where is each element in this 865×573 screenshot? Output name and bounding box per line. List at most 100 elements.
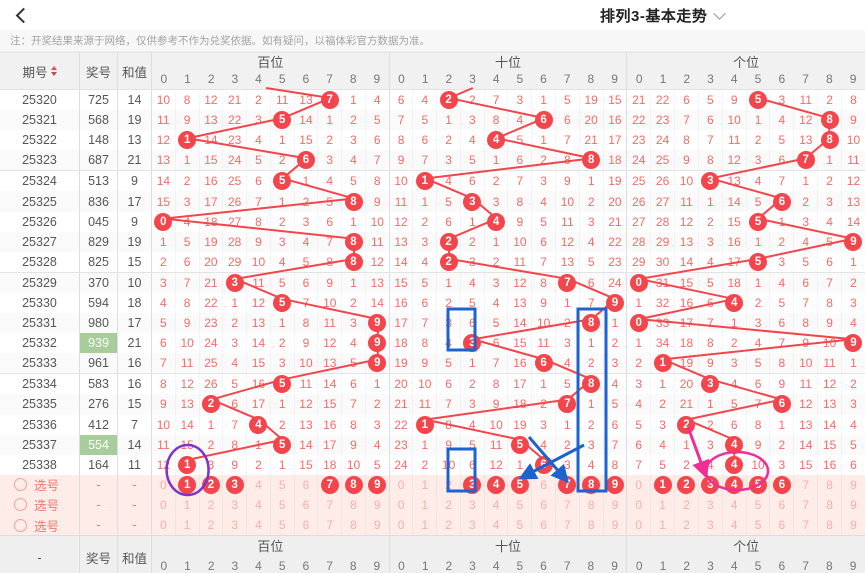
pick-digit[interactable]: 4 xyxy=(484,474,509,495)
pick-digit[interactable]: 1 xyxy=(651,514,676,536)
pick-digit[interactable]: 5 xyxy=(270,494,295,515)
pick-digit[interactable]: 8 xyxy=(342,494,366,515)
pick-digit[interactable]: 6 xyxy=(770,494,795,515)
pick-digit[interactable]: 7 xyxy=(794,514,819,536)
pick-digit[interactable]: 9 xyxy=(842,514,865,536)
selected-digit-circle[interactable]: 5 xyxy=(749,475,768,494)
pick-digit[interactable]: 2 xyxy=(675,514,699,536)
pick-digit[interactable]: 3 xyxy=(698,494,723,515)
pick-digit[interactable]: 7 xyxy=(318,514,343,536)
pick-digit[interactable]: 6 xyxy=(532,474,557,495)
pick-digit[interactable]: 7 xyxy=(794,474,819,495)
pick-digit[interactable]: 3 xyxy=(223,474,248,495)
pick-digit[interactable]: 3 xyxy=(698,474,723,495)
pick-digit[interactable]: 9 xyxy=(842,474,865,495)
issue-column-header[interactable]: 期号 xyxy=(0,53,80,89)
selected-digit-circle[interactable]: 5 xyxy=(510,475,529,494)
pick-digit[interactable]: 9 xyxy=(365,474,389,495)
pick-digit[interactable]: 8 xyxy=(342,474,366,495)
sort-icon[interactable] xyxy=(50,66,57,76)
pick-digit[interactable]: 2 xyxy=(437,514,461,536)
pick-digit[interactable]: 5 xyxy=(508,494,533,515)
pick-digit[interactable]: 3 xyxy=(223,494,248,515)
selected-digit-circle[interactable]: 8 xyxy=(344,475,363,494)
pick-digit[interactable]: 3 xyxy=(223,514,248,536)
pick-digit[interactable]: 1 xyxy=(175,474,200,495)
pick-digit[interactable]: 5 xyxy=(746,494,771,515)
pick-digit[interactable]: 6 xyxy=(294,474,319,495)
selected-digit-circle[interactable]: 9 xyxy=(368,475,387,494)
pick-row-label[interactable]: 选号 xyxy=(0,474,80,495)
radio-icon[interactable] xyxy=(14,478,27,492)
pick-digit[interactable]: 5 xyxy=(508,474,533,495)
pick-digit[interactable]: 7 xyxy=(318,494,343,515)
pick-digit[interactable]: 4 xyxy=(484,514,509,536)
pick-digit[interactable]: 7 xyxy=(794,494,819,515)
selected-digit-circle[interactable]: 7 xyxy=(558,475,577,494)
pick-digit[interactable]: 1 xyxy=(175,494,200,515)
pick-digit[interactable]: 6 xyxy=(294,514,319,536)
pick-digit[interactable]: 4 xyxy=(722,494,747,515)
pick-digit[interactable]: 0 xyxy=(627,494,652,515)
selected-digit-circle[interactable]: 8 xyxy=(582,475,601,494)
pick-digit[interactable]: 0 xyxy=(389,474,414,495)
pick-digit[interactable]: 1 xyxy=(413,514,438,536)
pick-digit[interactable]: 1 xyxy=(651,474,676,495)
pick-digit[interactable]: 5 xyxy=(508,514,533,536)
pick-digit[interactable]: 6 xyxy=(770,474,795,495)
pick-digit[interactable]: 9 xyxy=(365,514,389,536)
pick-digit[interactable]: 0 xyxy=(152,474,176,495)
pick-digit[interactable]: 9 xyxy=(603,514,627,536)
pick-digit[interactable]: 6 xyxy=(532,494,557,515)
pick-digit[interactable]: 9 xyxy=(603,474,627,495)
pick-digit[interactable]: 0 xyxy=(627,474,652,495)
selected-digit-circle[interactable]: 2 xyxy=(201,475,220,494)
selected-digit-circle[interactable]: 1 xyxy=(653,475,672,494)
pick-digit[interactable]: 7 xyxy=(318,474,343,495)
pick-digit[interactable]: 4 xyxy=(247,494,271,515)
pick-digit[interactable]: 7 xyxy=(556,494,580,515)
selected-digit-circle[interactable]: 2 xyxy=(677,475,696,494)
selected-digit-circle[interactable]: 4 xyxy=(725,475,744,494)
pick-digit[interactable]: 2 xyxy=(199,494,224,515)
pick-digit[interactable]: 2 xyxy=(437,494,461,515)
pick-digit[interactable]: 9 xyxy=(603,494,627,515)
pick-digit[interactable]: 2 xyxy=(199,514,224,536)
pick-digit[interactable]: 8 xyxy=(579,514,604,536)
pick-digit[interactable]: 0 xyxy=(152,494,176,515)
radio-icon[interactable] xyxy=(14,498,27,512)
pick-digit[interactable]: 8 xyxy=(818,514,843,536)
pick-digit[interactable]: 6 xyxy=(532,514,557,536)
pick-digit[interactable]: 1 xyxy=(413,494,438,515)
selected-digit-circle[interactable]: 4 xyxy=(487,475,506,494)
pick-digit[interactable]: 8 xyxy=(818,494,843,515)
selected-digit-circle[interactable]: 3 xyxy=(701,475,720,494)
pick-digit[interactable]: 3 xyxy=(460,494,485,515)
pick-digit[interactable]: 5 xyxy=(746,514,771,536)
pick-digit[interactable]: 8 xyxy=(579,494,604,515)
pick-digit[interactable]: 7 xyxy=(556,514,580,536)
back-button[interactable] xyxy=(15,7,32,24)
pick-digit[interactable]: 4 xyxy=(247,474,271,495)
pick-digit[interactable]: 4 xyxy=(247,514,271,536)
pick-digit[interactable]: 4 xyxy=(722,474,747,495)
pick-digit[interactable]: 5 xyxy=(270,514,295,536)
pick-digit[interactable]: 3 xyxy=(698,514,723,536)
pick-digit[interactable]: 0 xyxy=(389,494,414,515)
pick-digit[interactable]: 2 xyxy=(675,474,699,495)
selected-digit-circle[interactable]: 7 xyxy=(320,475,339,494)
pick-digit[interactable]: 0 xyxy=(152,514,176,536)
pick-digit[interactable]: 8 xyxy=(579,474,604,495)
pick-digit[interactable]: 5 xyxy=(746,474,771,495)
pick-digit[interactable]: 6 xyxy=(294,494,319,515)
radio-icon[interactable] xyxy=(14,518,27,532)
pick-digit[interactable]: 7 xyxy=(556,474,580,495)
selected-digit-circle[interactable]: 6 xyxy=(772,475,791,494)
pick-digit[interactable]: 9 xyxy=(842,494,865,515)
selected-digit-circle[interactable]: 3 xyxy=(225,475,244,494)
selected-digit-circle[interactable]: 1 xyxy=(178,475,197,494)
pick-digit[interactable]: 1 xyxy=(413,474,438,495)
pick-digit[interactable]: 2 xyxy=(199,474,224,495)
pick-digit[interactable]: 0 xyxy=(389,514,414,536)
pick-digit[interactable]: 1 xyxy=(651,494,676,515)
